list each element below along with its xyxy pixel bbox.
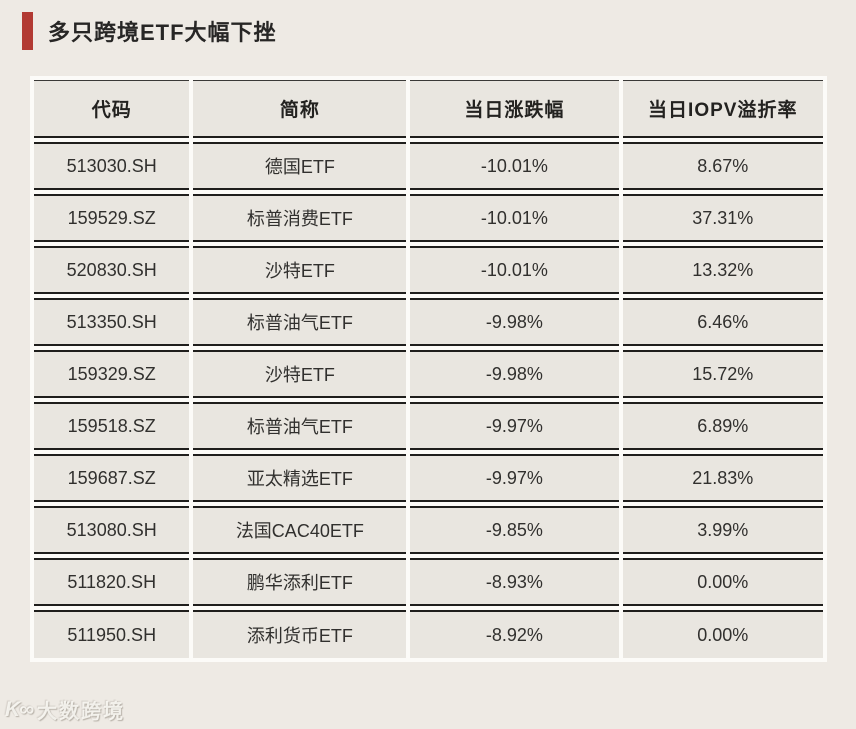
cell-name: 法国CAC40ETF xyxy=(193,506,407,554)
cell-iopv-premium: 21.83% xyxy=(622,454,823,502)
table-row: 159687.SZ 亚太精选ETF -9.97% 21.83% xyxy=(34,454,823,502)
table-row: 159529.SZ 标普消费ETF -10.01% 37.31% xyxy=(34,194,823,242)
cell-iopv-premium: 6.89% xyxy=(622,402,823,450)
cell-code: 159687.SZ xyxy=(34,454,190,502)
cell-code: 159329.SZ xyxy=(34,350,190,398)
table-row: 513080.SH 法国CAC40ETF -9.85% 3.99% xyxy=(34,506,823,554)
cell-daily-change: -10.01% xyxy=(410,194,619,242)
table-row: 159518.SZ 标普油气ETF -9.97% 6.89% xyxy=(34,402,823,450)
cell-name: 标普油气ETF xyxy=(193,298,407,346)
column-header-iopv-premium: 当日IOPV溢折率 xyxy=(622,80,823,138)
etf-table: 代码 简称 当日涨跌幅 当日IOPV溢折率 513030.SH 德国ETF -1… xyxy=(30,76,827,662)
cell-code: 513080.SH xyxy=(34,506,190,554)
table-row: 511820.SH 鹏华添利ETF -8.93% 0.00% xyxy=(34,558,823,606)
column-header-name: 简称 xyxy=(193,80,407,138)
cell-code: 159518.SZ xyxy=(34,402,190,450)
table-row: 159329.SZ 沙特ETF -9.98% 15.72% xyxy=(34,350,823,398)
table-row: 520830.SH 沙特ETF -10.01% 13.32% xyxy=(34,246,823,294)
watermark: K∞ 大数跨境 xyxy=(5,695,125,724)
cell-iopv-premium: 13.32% xyxy=(622,246,823,294)
cell-iopv-premium: 15.72% xyxy=(622,350,823,398)
title-accent-bar xyxy=(22,12,33,50)
cell-name: 添利货币ETF xyxy=(193,610,407,658)
figure-title-block: 多只跨境ETF大幅下挫 xyxy=(0,0,856,52)
column-header-daily-change: 当日涨跌幅 xyxy=(410,80,619,138)
cell-name: 标普消费ETF xyxy=(193,194,407,242)
table-row: 513030.SH 德国ETF -10.01% 8.67% xyxy=(34,142,823,190)
cell-name: 沙特ETF xyxy=(193,246,407,294)
cell-daily-change: -8.93% xyxy=(410,558,619,606)
cell-iopv-premium: 3.99% xyxy=(622,506,823,554)
cell-daily-change: -10.01% xyxy=(410,246,619,294)
cell-code: 513030.SH xyxy=(34,142,190,190)
cell-daily-change: -10.01% xyxy=(410,142,619,190)
cell-daily-change: -9.97% xyxy=(410,454,619,502)
cell-name: 沙特ETF xyxy=(193,350,407,398)
cell-iopv-premium: 37.31% xyxy=(622,194,823,242)
cell-iopv-premium: 0.00% xyxy=(622,558,823,606)
cell-iopv-premium: 8.67% xyxy=(622,142,823,190)
cell-code: 520830.SH xyxy=(34,246,190,294)
column-header-code: 代码 xyxy=(34,80,190,138)
cell-code: 513350.SH xyxy=(34,298,190,346)
watermark-logo-icon: K∞ xyxy=(5,697,34,721)
page-title: 多只跨境ETF大幅下挫 xyxy=(48,20,277,45)
cell-code: 511820.SH xyxy=(34,558,190,606)
cell-daily-change: -8.92% xyxy=(410,610,619,658)
cell-name: 标普油气ETF xyxy=(193,402,407,450)
table-header-row: 代码 简称 当日涨跌幅 当日IOPV溢折率 xyxy=(34,80,823,138)
cell-daily-change: -9.98% xyxy=(410,350,619,398)
cell-daily-change: -9.97% xyxy=(410,402,619,450)
cell-name: 亚太精选ETF xyxy=(193,454,407,502)
table-row: 513350.SH 标普油气ETF -9.98% 6.46% xyxy=(34,298,823,346)
cell-iopv-premium: 0.00% xyxy=(622,610,823,658)
cell-code: 511950.SH xyxy=(34,610,190,658)
cell-iopv-premium: 6.46% xyxy=(622,298,823,346)
watermark-text: 大数跨境 xyxy=(37,701,126,723)
cell-name: 鹏华添利ETF xyxy=(193,558,407,606)
cell-code: 159529.SZ xyxy=(34,194,190,242)
table-row: 511950.SH 添利货币ETF -8.92% 0.00% xyxy=(34,610,823,658)
cell-name: 德国ETF xyxy=(193,142,407,190)
cell-daily-change: -9.85% xyxy=(410,506,619,554)
cell-daily-change: -9.98% xyxy=(410,298,619,346)
